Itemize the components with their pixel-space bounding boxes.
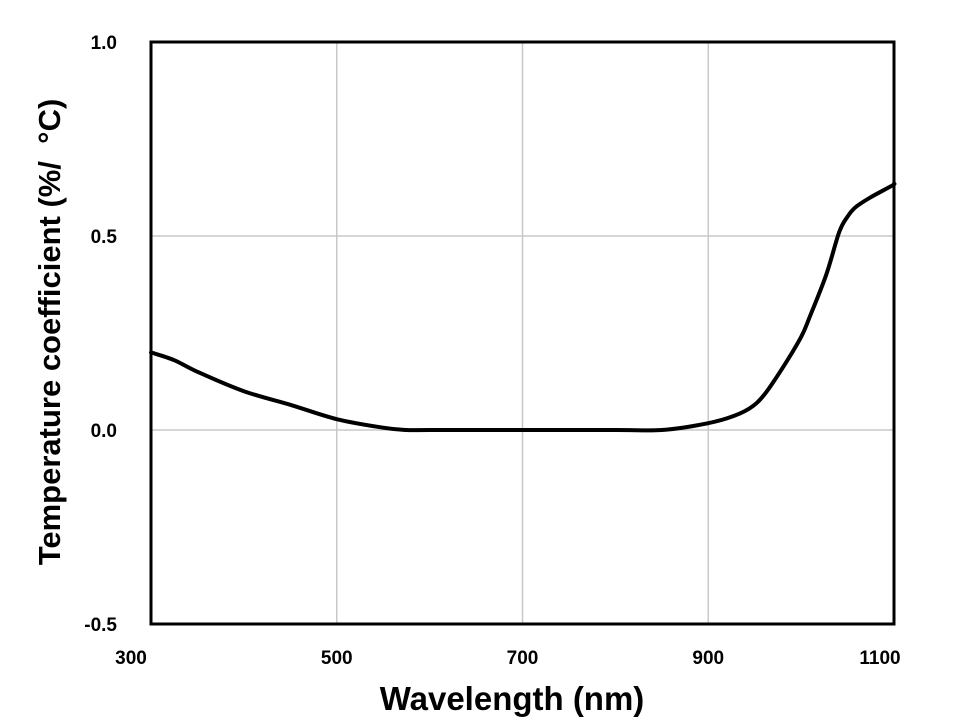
y-tick-label: 1.0 xyxy=(91,33,117,54)
series-line xyxy=(149,181,897,433)
plot-frame xyxy=(149,40,896,626)
y-tick-label: 0.5 xyxy=(91,227,118,248)
x-tick-labels: 300 500 700 900 1100 xyxy=(115,648,900,669)
x-tick-label: 300 xyxy=(115,648,147,669)
x-tick-label: 700 xyxy=(507,648,539,669)
y-tick-label: -0.5 xyxy=(84,615,117,636)
grid xyxy=(151,42,894,624)
x-tick-label: 900 xyxy=(692,648,724,669)
y-tick-labels: -0.5 0.0 0.5 1.0 xyxy=(84,33,117,636)
x-tick-label: 1100 xyxy=(859,648,900,669)
y-axis-label: Temperature coefficient (%/ °C) xyxy=(32,99,67,566)
x-tick-label: 500 xyxy=(321,648,353,669)
y-tick-label: 0.0 xyxy=(91,421,117,442)
x-axis-label: Wavelength (nm) xyxy=(380,680,645,717)
